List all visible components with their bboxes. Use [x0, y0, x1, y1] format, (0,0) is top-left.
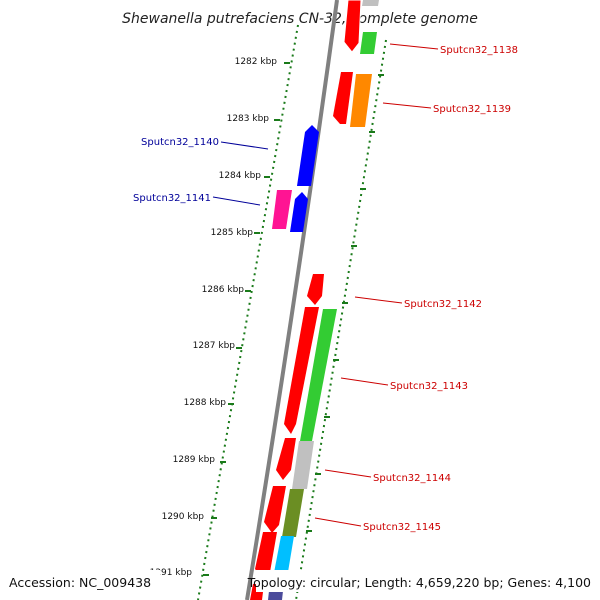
- gene-label-sputcn32-1138[interactable]: Sputcn32_1138: [440, 45, 518, 56]
- scale-ticks-outer: [297, 74, 384, 589]
- gene-label-sputcn32-1145[interactable]: Sputcn32_1145: [363, 522, 441, 533]
- scale-label-1288: 1288 kbp: [184, 398, 227, 408]
- gene-label-sputcn32-1144[interactable]: Sputcn32_1144: [373, 473, 451, 484]
- scale-label-1284: 1284 kbp: [219, 171, 262, 181]
- leader-line-1143: [340, 377, 389, 386]
- scale-label-1285: 1285 kbp: [211, 228, 254, 238]
- footer-summary: Topology: circular; Length: 4,659,220 bp…: [247, 575, 591, 590]
- inner-scale-guide: [197, 24, 299, 600]
- gene-block[interactable]: [272, 190, 292, 229]
- gene-block[interactable]: [292, 441, 314, 489]
- gene-block[interactable]: [362, 0, 379, 6]
- gene-labels: Sputcn32_1138 Sputcn32_1139 Sputcn32_114…: [133, 45, 518, 533]
- outer-scale-guide: [295, 39, 387, 600]
- footer-accession: Accession: NC_009438: [9, 575, 151, 590]
- scale-ticks-inner: [203, 62, 290, 576]
- leader-line-1142: [354, 296, 403, 304]
- gene-label-sputcn32-1142[interactable]: Sputcn32_1142: [404, 299, 482, 310]
- footer-accession-backdrop: [0, 570, 160, 592]
- gene-block[interactable]: [300, 309, 337, 441]
- scale-label-1286: 1286 kbp: [202, 285, 245, 295]
- genome-backbone: [245, 0, 339, 600]
- gene-block[interactable]: [350, 74, 372, 127]
- scale-label-1289: 1289 kbp: [173, 455, 216, 465]
- gene-features: [250, 0, 379, 600]
- scale-labels: 1282 kbp 1283 kbp 1284 kbp 1285 kbp 1286…: [150, 57, 278, 578]
- scale-label-1291: 1291 kbp: [150, 568, 193, 578]
- scale-label-1282: 1282 kbp: [235, 57, 278, 67]
- gene-block[interactable]: [273, 536, 294, 578]
- gene-block[interactable]: [333, 72, 353, 124]
- scale-label-1290: 1290 kbp: [162, 512, 205, 522]
- footer-summary-backdrop: [256, 570, 600, 592]
- gene-label-sputcn32-1143[interactable]: Sputcn32_1143: [390, 381, 468, 392]
- gene-block[interactable]: [307, 274, 324, 305]
- gene-block[interactable]: [255, 532, 277, 580]
- gene-block[interactable]: [297, 125, 319, 186]
- leader-line-1145: [314, 517, 362, 527]
- gene-block[interactable]: [290, 192, 308, 232]
- gene-label-sputcn32-1140[interactable]: Sputcn32_1140: [141, 137, 219, 148]
- gene-block[interactable]: [282, 489, 304, 537]
- gene-block[interactable]: [360, 32, 377, 54]
- gene-label-sputcn32-1139[interactable]: Sputcn32_1139: [433, 104, 511, 115]
- gene-leader-lines: [212, 43, 439, 527]
- leader-line-1144: [324, 469, 372, 478]
- leader-line-1139: [382, 102, 432, 109]
- leader-line-1140: [220, 141, 269, 150]
- leader-line-1141: [212, 196, 261, 206]
- scale-label-1287: 1287 kbp: [193, 341, 236, 351]
- gene-label-sputcn32-1141[interactable]: Sputcn32_1141: [133, 193, 211, 204]
- gene-block[interactable]: [284, 307, 319, 434]
- scale-label-1283: 1283 kbp: [227, 114, 270, 124]
- gene-block[interactable]: [343, 0, 362, 53]
- gene-block[interactable]: [264, 486, 286, 533]
- leader-line-1138: [389, 43, 439, 50]
- map-title: Shewanella putrefaciens CN-32, complete …: [122, 11, 478, 27]
- gene-block[interactable]: [276, 438, 296, 480]
